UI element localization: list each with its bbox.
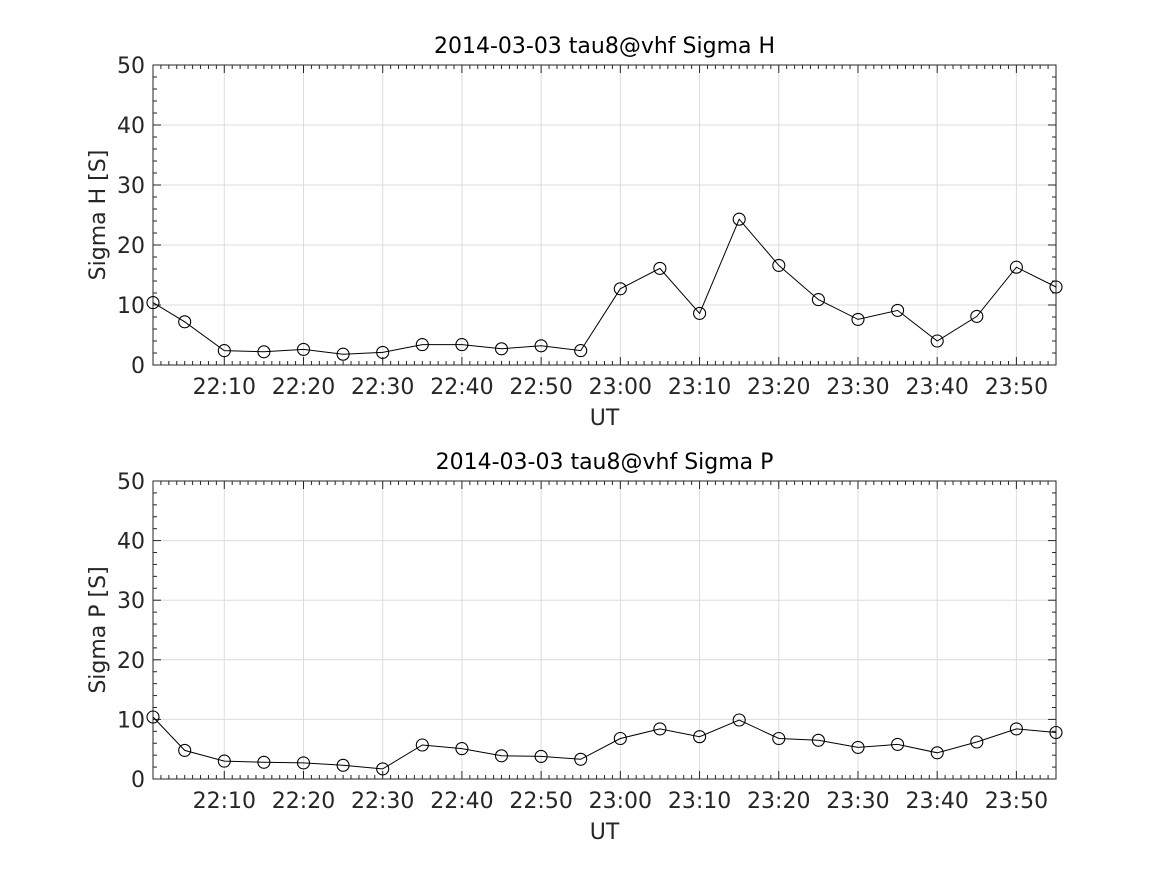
sigma-p-y-tick-label: 50 xyxy=(117,470,145,495)
sigma-p-y-tick-label: 20 xyxy=(117,649,145,674)
sigma-h-y-tick-label: 0 xyxy=(131,354,145,379)
sigma-p-data-point xyxy=(415,738,429,752)
sigma-p-data-point xyxy=(891,737,905,751)
sigma-p-x-tick-label: 23:20 xyxy=(747,789,810,814)
sigma-h-y-axis-label: Sigma H [S] xyxy=(86,150,111,281)
sigma-h-data-point xyxy=(811,293,825,307)
sigma-h-data-point xyxy=(494,342,509,356)
sigma-p-chart-title: 2014-03-03 tau8@vhf Sigma P xyxy=(436,450,774,475)
sigma-h-data-point xyxy=(146,296,160,310)
sigma-p-y-tick-label: 40 xyxy=(117,530,145,555)
sigma-p-data-point xyxy=(146,710,160,724)
sigma-p-y-tick-label: 30 xyxy=(117,589,145,614)
sigma-h-data-point xyxy=(613,282,627,296)
sigma-p-data-point xyxy=(178,743,192,757)
sigma-p-data-point xyxy=(693,730,707,744)
sigma-h-panel: 22:10 22:20 22:30 22:40 22:50 23:00 23:10 23:20… xyxy=(86,34,1063,431)
sigma-p-data-point xyxy=(772,731,786,746)
sigma-p-y-tick-label: 0 xyxy=(131,768,145,793)
sigma-h-y-tick-label: 30 xyxy=(117,174,145,199)
sigma-h-data-point xyxy=(772,258,786,272)
sigma-p-x-tick-label: 23:00 xyxy=(589,789,652,814)
sigma-p-data-point xyxy=(574,752,588,766)
sigma-p-data-point xyxy=(851,740,865,754)
sigma-h-x-tick-label: 22:20 xyxy=(272,375,335,400)
sigma-h-data-point xyxy=(217,344,231,358)
sigma-h-data-point xyxy=(415,338,429,352)
sigma-p-x-tick-label: 23:10 xyxy=(668,789,731,814)
sigma-h-data-point xyxy=(455,338,469,352)
sigma-h-x-tick-label: 23:20 xyxy=(747,375,810,400)
sigma-p-x-tick-label: 22:30 xyxy=(351,789,414,814)
sigma-h-series-line xyxy=(152,218,1057,355)
sigma-h-x-tick-label: 22:10 xyxy=(193,375,256,400)
sigma-p-x-tick-label: 22:40 xyxy=(430,789,493,814)
sigma-p-data-point xyxy=(494,749,509,763)
sigma-h-y-tick-label: 10 xyxy=(117,294,145,319)
sigma-p-y-axis-label: Sigma P [S] xyxy=(86,566,111,693)
sigma-p-x-tick-label: 22:50 xyxy=(509,789,572,814)
sigma-h-x-tick-label: 23:50 xyxy=(985,375,1048,400)
sigma-p-x-axis-label: UT xyxy=(590,820,620,845)
sigma-h-x-tick-label: 23:00 xyxy=(589,375,652,400)
sigma-p-data-point xyxy=(217,754,231,768)
sigma-p-series-line xyxy=(152,716,1057,770)
sigma-h-data-point xyxy=(693,306,707,320)
sigma-p-data-point xyxy=(1009,722,1023,736)
sigma-h-y-tick-label: 20 xyxy=(117,234,145,259)
sigma-h-x-tick-label: 22:30 xyxy=(351,375,414,400)
sigma-h-data-point xyxy=(1049,280,1063,294)
sigma-p-data-point xyxy=(613,731,627,746)
sigma-p-data-point xyxy=(930,746,944,760)
sigma-h-data-point xyxy=(296,342,311,356)
sigma-p-panel: 22:10 22:20 22:30 22:40 22:50 23:00 23:10 23:20… xyxy=(86,450,1063,845)
sigma-h-data-point xyxy=(653,261,667,275)
sigma-p-data-point xyxy=(336,758,350,772)
sigma-p-data-point xyxy=(732,713,746,727)
sigma-p-data-point xyxy=(653,722,667,736)
sigma-h-data-point xyxy=(970,309,984,323)
sigma-h-y-tick-label: 40 xyxy=(117,114,145,139)
sigma-p-data-point xyxy=(376,762,390,776)
sigma-p-data-point xyxy=(534,749,548,763)
sigma-p-axes-frame xyxy=(152,480,1057,780)
sigma-p-x-tick-label: 23:50 xyxy=(985,789,1048,814)
sigma-h-y-tick-label: 50 xyxy=(117,54,145,79)
sigma-p-data-point xyxy=(1049,725,1063,740)
sigma-h-x-tick-label: 23:40 xyxy=(905,375,968,400)
sigma-h-x-tick-label: 23:30 xyxy=(826,375,889,400)
sigma-p-x-tick-label: 22:20 xyxy=(272,789,335,814)
sigma-h-data-point xyxy=(336,347,350,361)
sigma-h-data-point xyxy=(574,344,588,358)
sigma-h-x-axis-label: UT xyxy=(590,406,620,431)
sigma-p-data-point xyxy=(455,742,469,756)
sigma-h-data-point xyxy=(732,212,746,226)
sigma-h-data-point xyxy=(891,303,905,317)
sigma-h-chart-title: 2014-03-03 tau8@vhf Sigma H xyxy=(434,34,775,59)
sigma-p-data-point xyxy=(811,733,825,747)
sigma-h-x-tick-label: 23:10 xyxy=(668,375,731,400)
sigma-h-data-point xyxy=(534,339,548,353)
sigma-h-data-point xyxy=(851,312,865,326)
sigma-h-axes-frame xyxy=(152,64,1057,366)
sigma-p-data-point xyxy=(257,755,271,769)
sigma-p-data-point xyxy=(296,756,311,770)
sigma-h-data-point xyxy=(257,345,271,359)
sigma-p-data-point xyxy=(970,735,984,749)
sigma-h-x-tick-label: 22:50 xyxy=(509,375,572,400)
sigma-h-x-tick-label: 22:40 xyxy=(430,375,493,400)
sigma-p-x-tick-label: 22:10 xyxy=(193,789,256,814)
sigma-h-data-point xyxy=(1009,260,1023,274)
sigma-p-y-tick-label: 10 xyxy=(117,708,145,733)
sigma-h-data-point xyxy=(178,315,192,329)
sigma-p-x-tick-label: 23:30 xyxy=(826,789,889,814)
sigma-h-data-point xyxy=(376,345,390,359)
sigma-h-data-point xyxy=(930,334,944,348)
sigma-p-x-tick-label: 23:40 xyxy=(905,789,968,814)
